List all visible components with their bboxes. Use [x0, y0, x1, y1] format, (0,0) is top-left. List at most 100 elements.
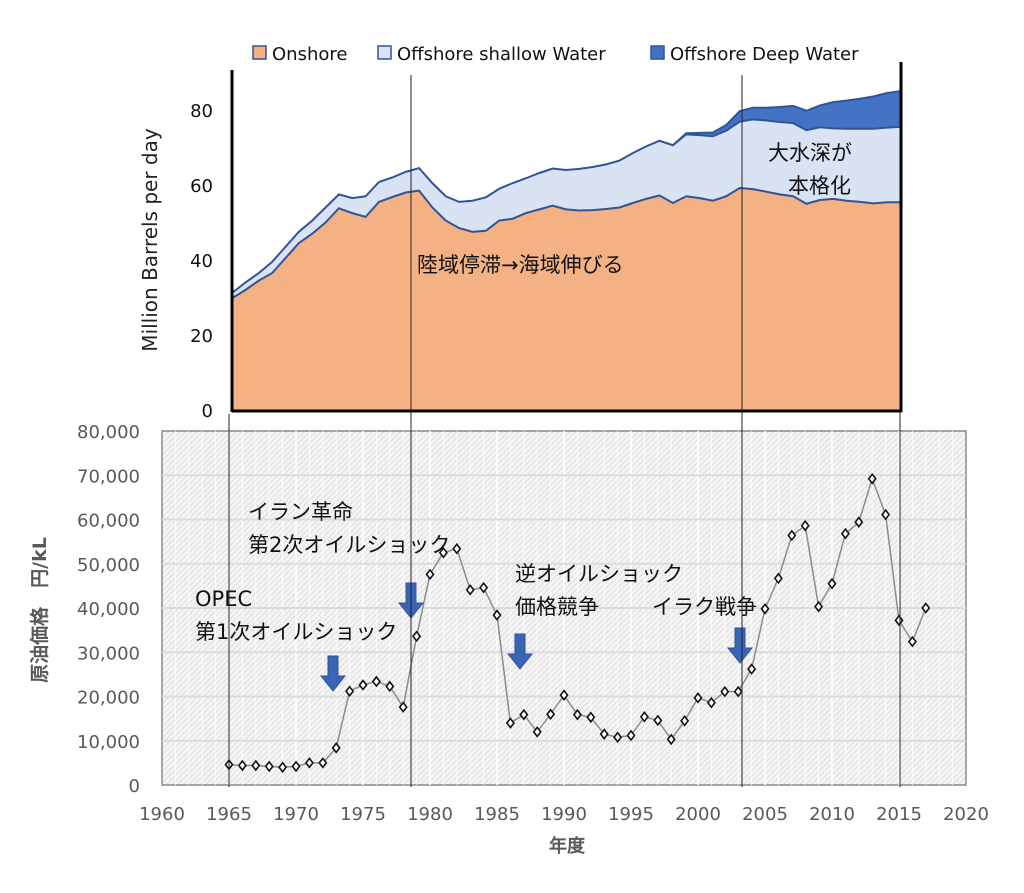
data-point [907, 635, 917, 648]
data-point [465, 584, 475, 596]
data-point [452, 542, 462, 555]
data-point [760, 603, 770, 615]
data-point [814, 600, 824, 613]
x-tick-label: 2000 [675, 804, 721, 825]
area-onshore-outline [231, 186, 900, 300]
y-tick-label: 20,000 [77, 688, 140, 709]
annotation-price-competition: 価格競争 [515, 595, 599, 619]
event-lines [228, 75, 901, 787]
annotation-opec: OPEC [195, 587, 252, 611]
gridlines [162, 431, 966, 785]
data-point [800, 519, 810, 532]
y-tick-label: 80,000 [77, 422, 140, 443]
x-tick-label: 1970 [273, 804, 319, 825]
bottom-x-axis-label: 年度 [549, 835, 586, 857]
data-point [680, 715, 690, 727]
data-point [371, 675, 381, 688]
x-tick-label: 2020 [943, 804, 989, 825]
x-tick-label: 2015 [876, 804, 922, 825]
bottom-y-axis-label: 原油価格 円/kL [28, 537, 51, 683]
x-tick-label: 2005 [742, 804, 788, 825]
y-tick-label: 30,000 [77, 643, 140, 664]
data-point [840, 527, 850, 540]
legend-swatch-onshore [252, 45, 267, 60]
y-tick-label: 60,000 [77, 511, 140, 532]
data-point [278, 761, 288, 774]
annotation-deepwater-2: 本格化 [788, 174, 851, 198]
data-point [398, 701, 408, 713]
data-point [653, 714, 663, 727]
annotation-first-oil-shock: 第1次オイルショック [195, 620, 397, 644]
y-tick-label: 40,000 [77, 599, 140, 620]
down-arrow-icon [506, 633, 534, 670]
data-point [720, 685, 730, 698]
data-point [385, 680, 395, 693]
x-tick-labels: 1960 1965 1970 1975 1980 1985 1990 1995 2000 2005… [139, 804, 989, 825]
data-point [787, 529, 797, 542]
y-tick-label: 10,000 [77, 732, 140, 753]
data-point [546, 708, 556, 721]
data-point [867, 472, 877, 485]
data-point [479, 581, 489, 594]
x-tick-label: 1980 [407, 804, 453, 825]
data-point [412, 630, 422, 643]
x-tick-label: 1990 [541, 804, 587, 825]
y-tick-labels: 0 10,000 20,000 30,000 40,000 50,000 60,000 70,… [77, 422, 140, 797]
data-point [827, 577, 837, 590]
data-point [237, 759, 247, 772]
data-point [586, 711, 596, 724]
y-tick-label: 80 [190, 101, 213, 122]
data-point [532, 726, 542, 738]
top-y-axis-label: Million Barrels per day [138, 128, 162, 352]
y-tick-label: 50,000 [77, 555, 140, 576]
data-point [304, 757, 314, 769]
x-tick-label: 1975 [340, 804, 386, 825]
x-tick-label: 1995 [608, 804, 654, 825]
down-arrow-icon [319, 655, 347, 692]
y-tick-label: 0 [129, 776, 140, 797]
down-arrow-icon [726, 627, 754, 664]
data-point [639, 711, 649, 723]
data-point [693, 692, 703, 704]
data-point [747, 663, 757, 675]
y-tick-label: 0 [202, 401, 213, 422]
x-tick-label: 1960 [139, 804, 185, 825]
legend-label-shallow: Offshore shallow Water [397, 44, 606, 65]
data-point [358, 679, 368, 691]
area-onshore [232, 188, 900, 410]
annotation-reverse-oil-shock: 逆オイルショック [515, 562, 683, 586]
data-point [438, 546, 448, 559]
data-point [613, 731, 623, 744]
price-line-chart: 0 10,000 20,000 30,000 40,000 50,000 60,000 70,… [28, 422, 989, 857]
legend-label-deep: Offshore Deep Water [670, 44, 859, 65]
area-offshore-deep [232, 91, 900, 293]
data-point [921, 602, 931, 614]
legend-swatch-shallow [377, 45, 392, 60]
data-point [559, 689, 569, 701]
x-tick-label: 2010 [809, 804, 855, 825]
x-tick-label: 1985 [474, 804, 520, 825]
y-tick-label: 60 [190, 176, 213, 197]
area-offshore-deep-outline [672, 90, 901, 146]
data-point [492, 609, 502, 621]
annotation-onshore-stagnation: 陸域停滞→海域伸びる [417, 253, 624, 277]
data-point [599, 728, 609, 740]
data-point [773, 572, 783, 585]
legend: Onshore Offshore shallow Water Offshore … [252, 44, 859, 65]
y-tick-labels: 0 20 40 60 80 [190, 101, 213, 422]
data-point [881, 508, 891, 521]
data-point [894, 614, 904, 627]
data-point [733, 685, 743, 698]
production-area-chart: 0 20 40 60 80 Million Barrels per day Onshor… [138, 44, 903, 422]
legend-label-onshore: Onshore [272, 44, 347, 65]
annotation-deepwater-1: 大水深が [768, 141, 852, 165]
y-tick-label: 40 [190, 251, 213, 272]
y-tick-label: 20 [190, 326, 213, 347]
area-offshore-shallow-outline [231, 118, 901, 294]
data-point [264, 760, 274, 773]
data-point [318, 757, 328, 769]
data-point [519, 708, 529, 721]
annotation-second-oil-shock: 第2次オイルショック [248, 533, 450, 557]
data-point [331, 742, 341, 754]
